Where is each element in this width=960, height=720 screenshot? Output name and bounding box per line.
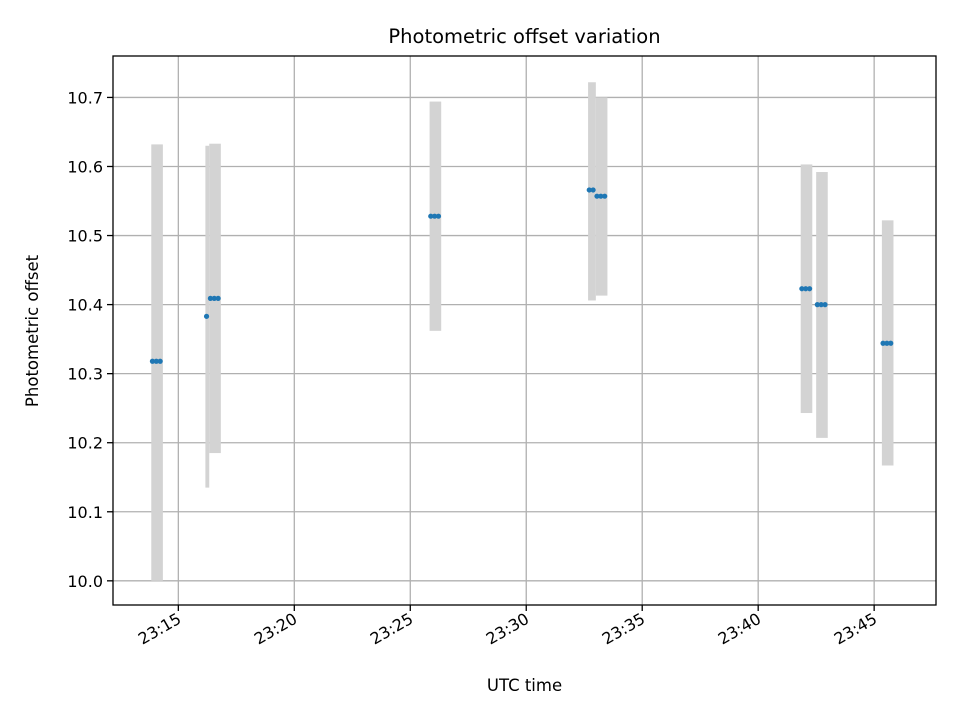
data-point [149, 358, 156, 364]
y-axis: 10.0 10.1 10.2 10.3 10.4 10.5 10.6 10.7 [67, 88, 113, 591]
data-point [203, 313, 210, 319]
y-tick-label: 10.3 [67, 365, 103, 384]
y-tick-label: 10.2 [67, 434, 103, 453]
y-tick-label: 10.0 [67, 572, 103, 591]
data-point [818, 302, 824, 308]
data-point [432, 213, 438, 219]
chart-title: Photometric offset variation [388, 25, 660, 48]
data-point [602, 193, 608, 199]
data-point [153, 358, 159, 364]
grid [113, 56, 936, 605]
data-point [207, 295, 214, 301]
data-point [594, 193, 600, 199]
data-point [598, 193, 604, 199]
data-point [590, 187, 596, 193]
data-point [586, 187, 592, 193]
data-point [428, 213, 434, 219]
data-point [884, 340, 890, 346]
data-point [806, 286, 813, 292]
data-point [880, 340, 886, 346]
data-point [211, 295, 217, 301]
data-point [803, 286, 809, 292]
y-tick-label: 10.6 [67, 157, 103, 176]
y-tick-label: 10.5 [67, 227, 103, 246]
data-point [888, 340, 894, 346]
data-points [149, 187, 894, 364]
plot-frame [112, 55, 937, 606]
data-point [215, 295, 221, 301]
data-point [435, 213, 442, 219]
y-tick-label: 10.1 [67, 503, 103, 522]
data-point [799, 286, 805, 292]
y-axis-title: Photometric offset [23, 254, 42, 407]
data-point [814, 302, 820, 308]
data-point [822, 302, 828, 308]
x-axis-title: UTC time [487, 676, 562, 695]
y-tick-label: 10.7 [67, 88, 103, 107]
y-tick-label: 10.4 [67, 296, 103, 315]
data-point [157, 358, 163, 364]
